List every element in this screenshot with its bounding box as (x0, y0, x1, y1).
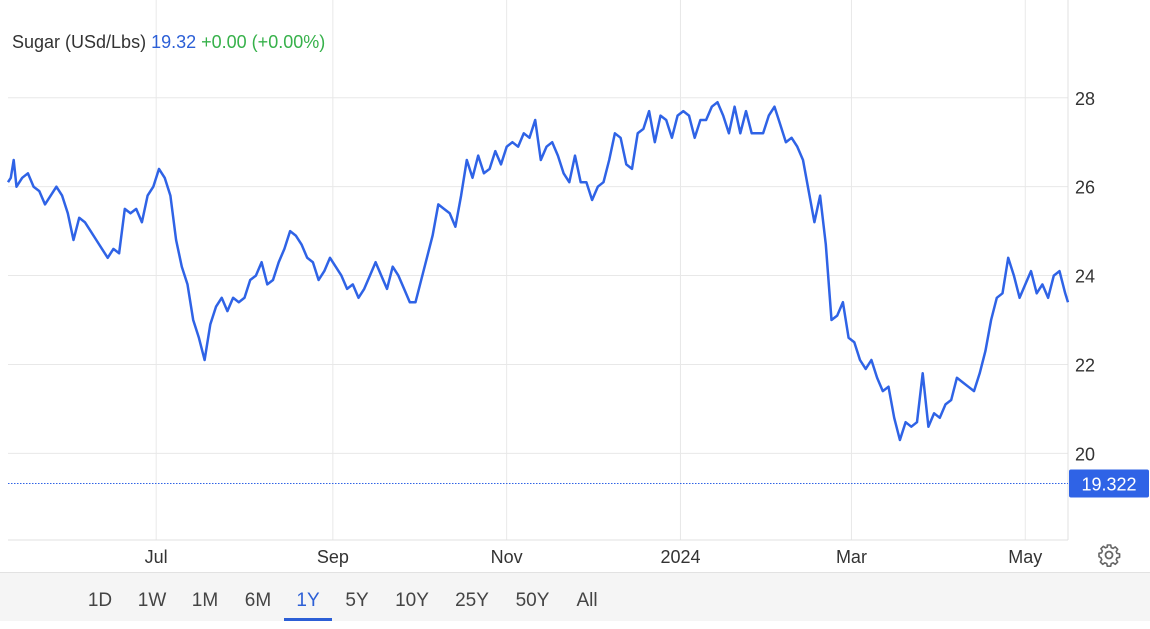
price-change: +0.00 (+0.00%) (201, 32, 326, 52)
x-tick-label: Sep (317, 547, 349, 567)
range-button-5y[interactable]: 5Y (345, 590, 369, 611)
y-tick-label: 26 (1075, 178, 1095, 198)
y-tick-label: 28 (1075, 89, 1095, 109)
range-button-all[interactable]: All (576, 590, 598, 611)
y-tick-label: 20 (1075, 444, 1095, 464)
last-price: 19.32 (151, 32, 197, 52)
y-tick-label: 24 (1075, 267, 1095, 287)
last-price-label: 19.322 (1081, 474, 1136, 494)
range-button-50y[interactable]: 50Y (515, 590, 550, 611)
gear-icon[interactable] (1097, 543, 1121, 567)
last-price-box (1069, 469, 1149, 498)
range-button-10y[interactable]: 10Y (395, 590, 429, 611)
range-selector: 1D 1W 1M 6M 1Y 5Y 10Y 25Y 50Y All (0, 572, 1150, 621)
x-tick-label: 2024 (660, 547, 700, 567)
x-tick-label: May (1008, 547, 1042, 567)
range-button-1w[interactable]: 1W (137, 590, 167, 611)
price-chart: Jul Sep Nov 2024 Mar May 20 22 24 26 28 19.322 (6, 0, 1149, 567)
range-button-1m[interactable]: 1M (191, 590, 219, 611)
y-tick-label: 22 (1075, 355, 1095, 375)
range-button-6m[interactable]: 6M (244, 590, 272, 611)
range-button-25y[interactable]: 25Y (455, 590, 489, 611)
range-button-1d[interactable]: 1D (87, 590, 113, 611)
x-tick-label: Mar (836, 547, 867, 567)
range-button-1y[interactable]: 1Y (284, 573, 332, 621)
last-price-marker: 19.322 (1069, 469, 1149, 498)
price-line (6, 100, 1070, 442)
symbol-name: Sugar (USd/Lbs) (12, 32, 147, 52)
x-tick-label: Jul (145, 547, 168, 567)
x-tick-label: Nov (491, 547, 523, 567)
chart-header: Sugar (USd/Lbs) 19.32 +0.00 (+0.00%) (12, 32, 325, 53)
